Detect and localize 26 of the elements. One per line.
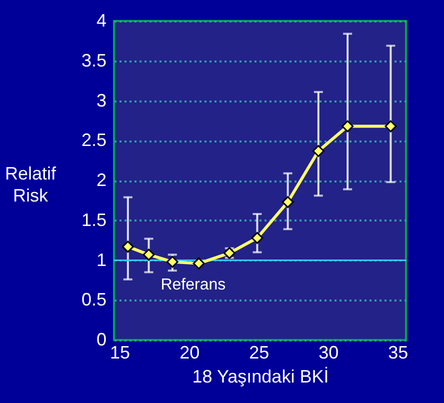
y-tick-label: 3.5 <box>81 50 106 70</box>
y-tick-label: 0.5 <box>81 290 106 310</box>
point <box>251 232 264 244</box>
y-tick-label: 4 <box>96 10 106 30</box>
point <box>282 196 294 208</box>
y-tick-label: 0 <box>96 330 106 350</box>
point <box>122 240 134 253</box>
y-axis-title: Relatif Risk <box>4 164 58 206</box>
x-tick-label: 15 <box>110 342 130 362</box>
x-tick-label: 30 <box>318 342 339 362</box>
y-tick-label: 2.5 <box>81 130 106 150</box>
x-tick-label: 35 <box>388 342 408 362</box>
y-tick-label: 2 <box>96 170 106 190</box>
y-tick-label: 3 <box>96 90 106 110</box>
point <box>312 145 324 157</box>
y-tick-label: 1.5 <box>81 210 106 230</box>
x-axis-title: 18 Yaşındaki BKİ <box>192 366 329 386</box>
x-tick-label: 20 <box>180 342 200 362</box>
ref-line-label: Referans <box>160 276 226 294</box>
point <box>192 257 205 270</box>
point <box>166 256 178 268</box>
point <box>384 120 397 132</box>
point <box>142 248 155 261</box>
point <box>342 120 354 132</box>
x-tick-label: 25 <box>249 342 270 362</box>
y-tick-label: 1 <box>96 250 106 270</box>
